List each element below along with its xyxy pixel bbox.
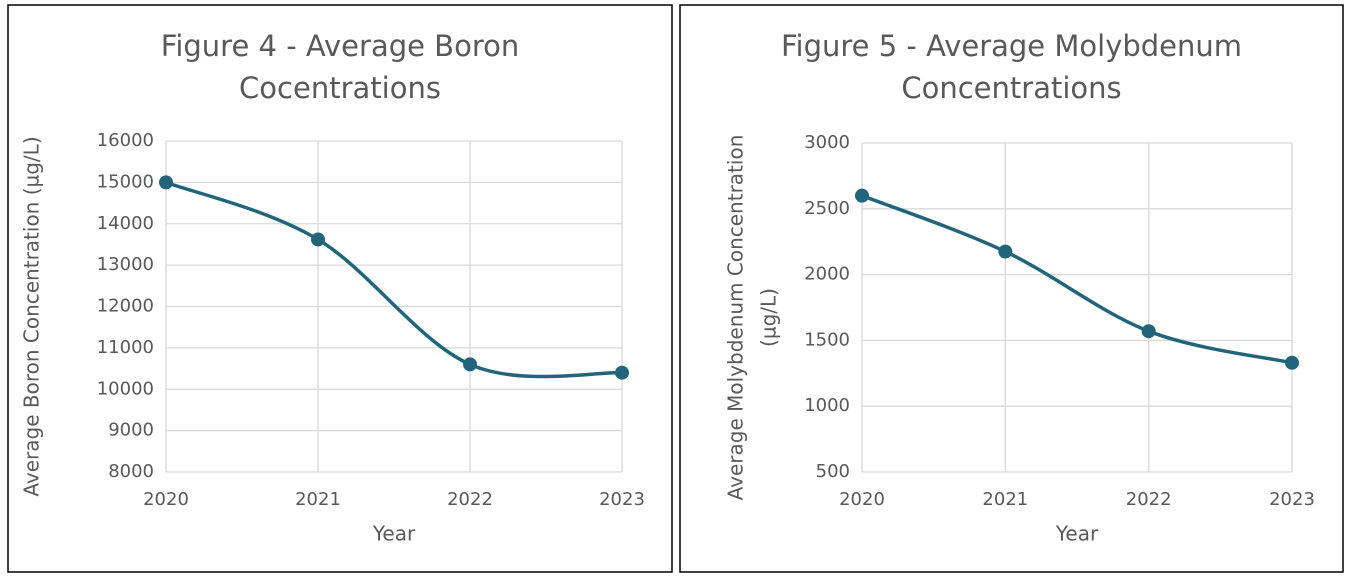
x-tick-label: 2023 — [1269, 489, 1315, 510]
y-tick-label: 9000 — [108, 420, 154, 441]
y-axis-label: Average Molybdenum Concentration — [724, 135, 748, 501]
data-point — [998, 244, 1013, 259]
data-point — [1141, 324, 1156, 339]
y-tick-label: 15000 — [97, 171, 154, 192]
y-tick-label: 500 — [816, 461, 850, 482]
data-point — [463, 357, 477, 372]
y-tick-label: 10000 — [97, 378, 154, 399]
data-point — [1285, 355, 1299, 370]
y-tick-label: 3000 — [804, 132, 850, 153]
data-point — [855, 188, 869, 203]
chart-title: Concentrations — [901, 71, 1121, 105]
x-tick-label: 2021 — [982, 489, 1028, 510]
y-tick-label: 2500 — [804, 198, 850, 219]
x-tick-label: 2023 — [599, 489, 645, 510]
chart-title: Cocentrations — [239, 71, 441, 105]
data-point — [159, 175, 173, 190]
y-tick-label: 12000 — [97, 296, 154, 317]
data-point — [615, 365, 629, 380]
y-tick-label: 13000 — [97, 254, 154, 275]
series-line — [165, 180, 623, 379]
chart-title: Figure 4 - Average Boron — [161, 29, 519, 63]
y-tick-label: 1000 — [804, 395, 850, 416]
y-tick-label: 8000 — [108, 461, 154, 482]
x-axis-label: Year — [1055, 522, 1099, 546]
y-axis-label: Average Boron Concentration (µg/L) — [20, 136, 44, 496]
x-tick-label: 2022 — [447, 489, 493, 510]
y-tick-label: 14000 — [97, 213, 154, 234]
x-axis-label: Year — [372, 522, 416, 546]
x-tick-label: 2020 — [839, 489, 885, 510]
chart-title: Figure 5 - Average Molybdenum — [781, 29, 1242, 63]
panel-border — [7, 4, 673, 573]
y-axis-label: (µg/L) — [757, 288, 781, 347]
y-tick-label: 16000 — [97, 130, 154, 151]
x-tick-label: 2022 — [1126, 489, 1172, 510]
panel-border — [679, 4, 1344, 573]
series-line — [861, 194, 1293, 365]
x-tick-label: 2021 — [295, 489, 341, 510]
y-tick-label: 1500 — [804, 329, 850, 350]
y-tick-label: 11000 — [97, 337, 154, 358]
x-tick-label: 2020 — [143, 489, 189, 510]
y-tick-label: 2000 — [804, 264, 850, 285]
data-point — [311, 232, 325, 247]
